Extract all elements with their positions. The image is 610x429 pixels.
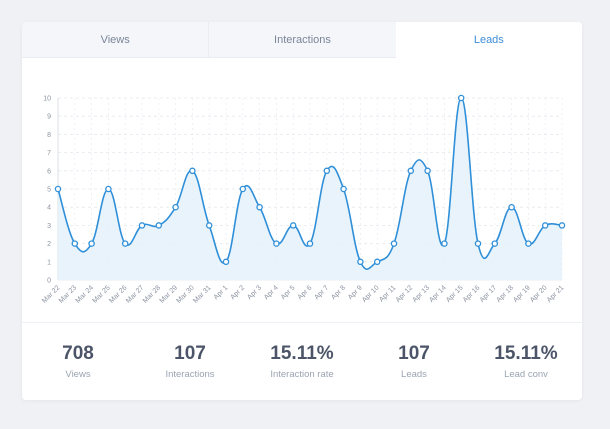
data-point	[273, 240, 280, 247]
data-point	[138, 222, 146, 229]
stat-value: 708	[62, 342, 94, 364]
stat-label: Views	[65, 368, 91, 380]
stat-interaction-rate: 15.11% Interaction rate	[247, 343, 357, 380]
data-point	[340, 185, 347, 193]
y-tick-label: 8	[47, 132, 51, 139]
stat-label: Interactions	[165, 368, 215, 380]
stat-value: 107	[398, 342, 430, 364]
data-point	[525, 240, 532, 247]
data-point	[558, 222, 566, 229]
stats-row: 708 Views 107 Interactions 15.11% Intera…	[22, 322, 582, 400]
x-tick-label: Apr 2	[229, 284, 246, 301]
x-tick-label: Apr 1	[213, 284, 230, 301]
x-tick-label: Apr 20	[529, 284, 549, 304]
x-tick-label: Apr 15	[445, 284, 465, 304]
data-point	[357, 258, 364, 266]
data-point	[222, 258, 230, 266]
data-point	[306, 240, 314, 247]
data-point	[105, 185, 112, 193]
x-tick-label: Apr 16	[462, 284, 482, 304]
data-point	[441, 240, 448, 247]
stat-value: 15.11%	[494, 342, 558, 364]
area-fill	[58, 98, 562, 280]
x-tick-label: Apr 6	[297, 284, 314, 301]
x-tick-label: Apr 11	[378, 284, 397, 303]
stat-label: Leads	[401, 368, 427, 380]
x-tick-label: Apr 18	[495, 284, 515, 304]
data-point	[172, 203, 179, 211]
divider	[22, 322, 582, 323]
x-tick-label: Apr 3	[246, 284, 263, 301]
data-point	[155, 222, 163, 229]
data-point	[407, 167, 415, 175]
data-point	[54, 185, 62, 193]
x-tick-label: Apr 14	[428, 284, 448, 304]
data-point	[323, 167, 331, 175]
tab-bar: Views Interactions Leads	[22, 22, 582, 58]
stat-lead-conversion: 15.11% Lead conv	[471, 343, 581, 380]
y-tick-label: 2	[47, 241, 51, 248]
x-tick-label: Apr 7	[313, 284, 330, 301]
data-point	[256, 203, 263, 211]
stat-views: 708 Views	[23, 343, 133, 380]
x-tick-label: Apr 21	[546, 284, 566, 304]
data-point	[189, 167, 196, 175]
y-tick-label: 5	[47, 187, 51, 194]
stat-value: 15.11%	[270, 342, 334, 364]
x-tick-label: Mar 31	[192, 284, 212, 304]
data-point	[491, 240, 499, 247]
data-point	[289, 222, 297, 229]
x-tick-label: Apr 19	[512, 284, 532, 304]
analytics-card: Views Interactions Leads 0 1 2 3 4 5 6 7 8 9 10 Mar…	[22, 22, 582, 400]
y-tick-label: 1	[47, 259, 51, 266]
data-point	[121, 240, 129, 247]
x-tick-label: Apr 8	[330, 284, 347, 301]
data-point	[205, 222, 213, 229]
y-tick-label: 4	[47, 205, 51, 212]
y-tick-label: 3	[47, 223, 51, 230]
stat-label: Lead conv	[504, 368, 548, 380]
x-tick-label: Apr 10	[361, 284, 381, 304]
data-point	[424, 167, 431, 175]
x-tick-label: Apr 5	[280, 284, 297, 301]
stat-label: Interaction rate	[270, 368, 334, 380]
stat-interactions: 107 Interactions	[135, 343, 245, 380]
y-tick-label: 9	[47, 114, 51, 121]
data-point	[474, 240, 482, 247]
x-tick-label: Apr 17	[479, 284, 499, 304]
leads-chart: 0 1 2 3 4 5 6 7 8 9 10 Mar 22 Mar 23 Mar 24 Mar 25 Mar …	[22, 58, 582, 322]
tab-interactions[interactable]: Interactions	[209, 22, 396, 58]
data-point	[390, 240, 398, 247]
y-tick-label: 7	[47, 150, 51, 157]
data-point	[508, 203, 515, 211]
y-tick-label: 6	[47, 168, 51, 175]
tab-views[interactable]: Views	[22, 22, 210, 58]
data-point	[457, 94, 465, 102]
y-tick-label: 10	[43, 96, 51, 103]
data-point	[373, 258, 381, 266]
stat-value: 107	[174, 342, 206, 364]
x-tick-label: Apr 12	[395, 284, 415, 304]
stat-leads: 107 Leads	[359, 343, 469, 380]
tab-leads[interactable]: Leads	[395, 22, 582, 58]
y-tick-label: 0	[47, 278, 51, 285]
data-point	[239, 185, 247, 193]
data-point	[71, 240, 79, 247]
data-point	[88, 240, 95, 247]
x-tick-label: Apr 4	[263, 284, 280, 301]
data-point	[541, 222, 549, 229]
x-tick-label: Apr 13	[411, 284, 431, 304]
